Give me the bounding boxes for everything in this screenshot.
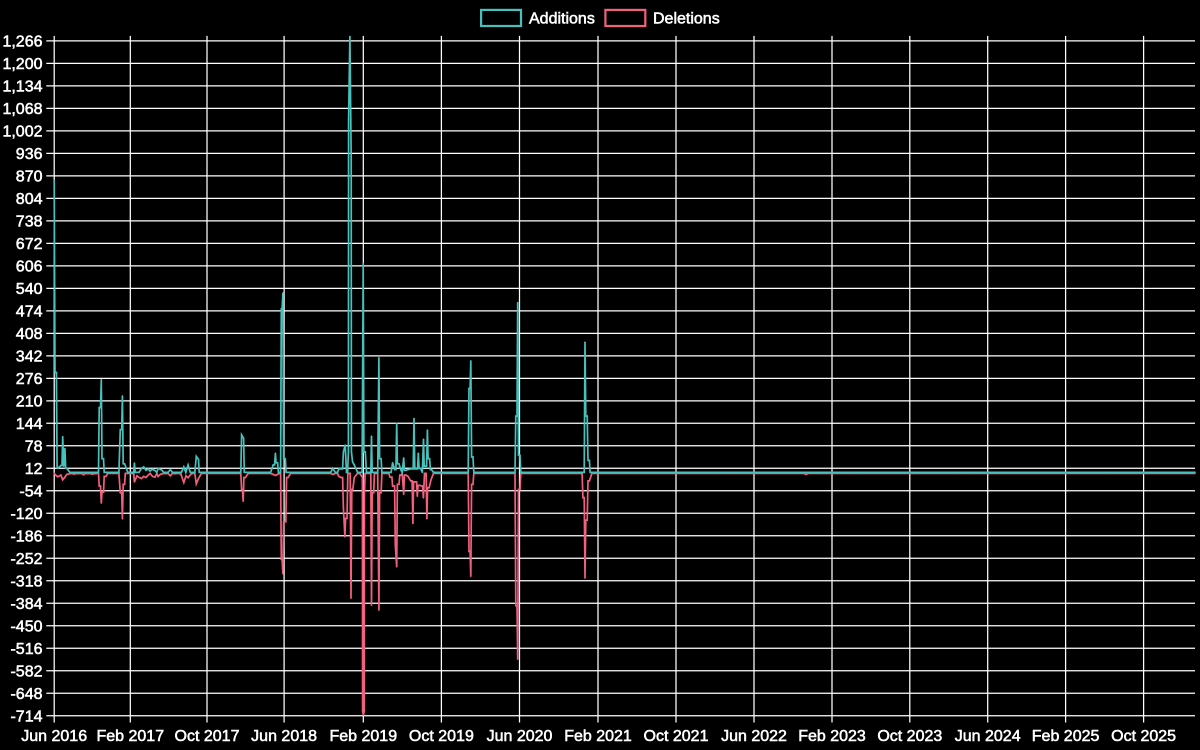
svg-text:Feb 2023: Feb 2023 bbox=[798, 728, 866, 745]
svg-text:672: 672 bbox=[16, 236, 43, 253]
svg-text:-252: -252 bbox=[10, 551, 42, 568]
svg-text:870: 870 bbox=[16, 168, 43, 185]
svg-text:1,134: 1,134 bbox=[2, 78, 42, 95]
svg-text:-714: -714 bbox=[10, 708, 42, 725]
svg-text:-318: -318 bbox=[10, 573, 42, 590]
svg-text:1,266: 1,266 bbox=[2, 34, 42, 51]
svg-text:1,002: 1,002 bbox=[2, 123, 42, 140]
svg-text:Oct 2023: Oct 2023 bbox=[877, 728, 942, 745]
svg-text:Jun 2024: Jun 2024 bbox=[955, 728, 1021, 745]
svg-text:-186: -186 bbox=[10, 528, 42, 545]
svg-text:936: 936 bbox=[16, 146, 43, 163]
svg-text:540: 540 bbox=[16, 281, 43, 298]
svg-text:738: 738 bbox=[16, 213, 43, 230]
svg-text:Jun 2018: Jun 2018 bbox=[251, 728, 317, 745]
svg-text:-54: -54 bbox=[19, 483, 42, 500]
svg-text:-120: -120 bbox=[10, 506, 42, 523]
svg-text:1,068: 1,068 bbox=[2, 101, 42, 118]
svg-text:Jun 2022: Jun 2022 bbox=[721, 728, 787, 745]
svg-text:Jun 2020: Jun 2020 bbox=[487, 728, 553, 745]
svg-text:Feb 2021: Feb 2021 bbox=[564, 728, 632, 745]
svg-text:474: 474 bbox=[16, 303, 43, 320]
svg-text:276: 276 bbox=[16, 371, 43, 388]
svg-text:78: 78 bbox=[25, 438, 43, 455]
svg-text:-384: -384 bbox=[10, 596, 42, 613]
svg-text:342: 342 bbox=[16, 348, 43, 365]
svg-text:-582: -582 bbox=[10, 663, 42, 680]
svg-text:Jun 2016: Jun 2016 bbox=[21, 728, 87, 745]
svg-text:Additions: Additions bbox=[529, 11, 595, 28]
svg-text:Feb 2019: Feb 2019 bbox=[329, 728, 397, 745]
svg-text:Oct 2017: Oct 2017 bbox=[175, 728, 240, 745]
svg-text:Oct 2021: Oct 2021 bbox=[644, 728, 709, 745]
svg-text:Oct 2025: Oct 2025 bbox=[1111, 728, 1176, 745]
svg-text:1,200: 1,200 bbox=[2, 56, 42, 73]
svg-text:Feb 2025: Feb 2025 bbox=[1032, 728, 1100, 745]
svg-text:12: 12 bbox=[25, 461, 43, 478]
svg-text:804: 804 bbox=[16, 191, 43, 208]
svg-text:-450: -450 bbox=[10, 618, 42, 635]
svg-text:606: 606 bbox=[16, 258, 43, 275]
svg-text:Oct 2019: Oct 2019 bbox=[409, 728, 474, 745]
svg-text:-516: -516 bbox=[10, 641, 42, 658]
svg-text:Deletions: Deletions bbox=[653, 11, 720, 28]
svg-text:Feb 2017: Feb 2017 bbox=[96, 728, 164, 745]
svg-text:-648: -648 bbox=[10, 686, 42, 703]
svg-text:144: 144 bbox=[16, 416, 43, 433]
svg-text:408: 408 bbox=[16, 326, 43, 343]
svg-text:210: 210 bbox=[16, 393, 43, 410]
